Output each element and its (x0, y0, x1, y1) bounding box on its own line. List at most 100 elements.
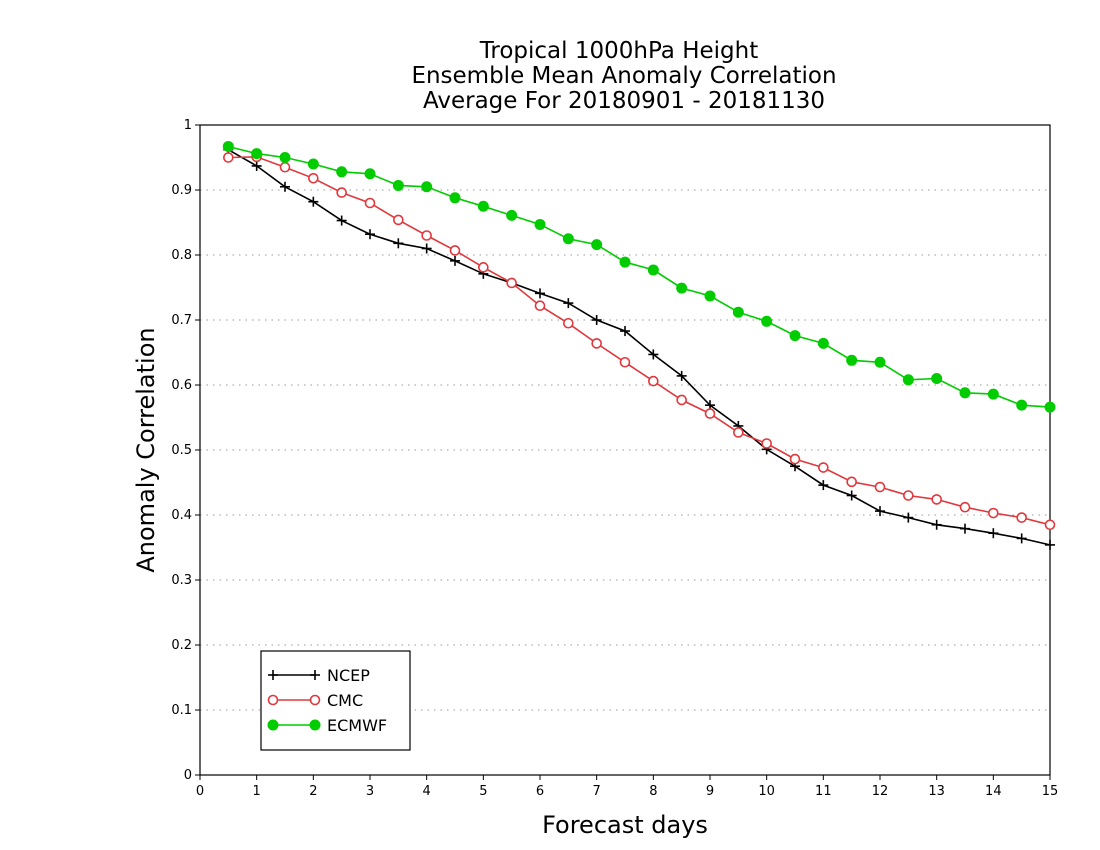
y-tick-label: 0.6 (171, 378, 192, 393)
data-point-ecmwf (676, 282, 688, 294)
legend-marker-ncep (268, 670, 278, 680)
legend: NCEP CMC ECMWF (260, 650, 411, 751)
legend-label-ncep: NCEP (327, 666, 370, 685)
legend-marker-ncep (310, 670, 320, 680)
y-tick-label: 0.4 (171, 508, 192, 523)
data-point-ncep (931, 519, 942, 530)
x-tick-label: 10 (758, 784, 775, 799)
data-point-ncep (620, 326, 630, 337)
chart-title-line-1: Tropical 1000hPa Height (479, 38, 759, 64)
data-point-cmc (449, 245, 461, 256)
legend-entry-ecmwf: ECMWF (267, 716, 387, 735)
x-tick-label: 0 (196, 784, 204, 799)
data-point-cmc (534, 300, 546, 312)
data-point-ecmwf (336, 166, 348, 178)
data-point-ncep (648, 349, 659, 360)
series-ecmwf (222, 140, 1056, 413)
data-point-ecmwf (364, 168, 376, 180)
y-tick-label: 0.7 (171, 313, 192, 328)
data-point-ncep (251, 160, 262, 171)
x-tick-label: 4 (423, 784, 431, 799)
data-point-ecmwf (506, 209, 518, 221)
data-point-cmc (1044, 519, 1056, 531)
data-point-cmc (903, 490, 914, 501)
data-point-ncep (421, 243, 432, 254)
data-point-ncep (308, 196, 319, 207)
data-point-ncep (365, 229, 375, 240)
series-line-ecmwf (228, 145, 1051, 408)
data-point-ecmwf (817, 337, 829, 349)
data-point-cmc (364, 197, 376, 209)
data-point-cmc (619, 356, 631, 368)
x-tick-label: 11 (815, 784, 832, 799)
data-point-cmc (959, 501, 971, 513)
data-point-cmc (846, 476, 857, 488)
data-point-ncep (676, 370, 687, 381)
legend-label-ecmwf: ECMWF (327, 716, 387, 735)
data-point-ncep (1016, 533, 1027, 544)
data-point-cmc (223, 152, 234, 163)
data-point-ncep (875, 506, 885, 517)
data-point-ncep (563, 298, 574, 309)
data-point-ncep (903, 512, 914, 523)
data-point-cmc (648, 375, 659, 387)
data-point-ecmwf (591, 239, 603, 251)
x-tick-label: 7 (593, 784, 601, 799)
data-point-ecmwf (647, 264, 659, 276)
data-point-ecmwf (279, 152, 291, 163)
data-point-cmc (478, 262, 489, 273)
data-point-ecmwf (619, 256, 631, 268)
data-point-ecmwf (987, 388, 999, 400)
data-point-cmc (308, 173, 319, 184)
data-point-ecmwf (222, 140, 234, 152)
data-point-ncep (336, 215, 347, 226)
chart-title: Tropical 1000hPa Height Ensemble Mean An… (411, 38, 836, 114)
data-point-cmc (279, 161, 291, 173)
legend-box (260, 650, 411, 751)
x-tick-label: 12 (872, 784, 889, 799)
data-point-ecmwf (562, 233, 574, 245)
x-tick-label: 15 (1042, 784, 1059, 799)
chart-title-line-3: Average For 20180901 - 20181130 (423, 88, 825, 114)
data-point-ecmwf (449, 192, 461, 204)
x-tick-label: 13 (928, 784, 945, 799)
data-point-ecmwf (534, 218, 546, 230)
data-point-cmc (1016, 512, 1027, 523)
data-point-ecmwf (1016, 399, 1028, 411)
data-point-cmc (676, 394, 687, 406)
data-series (222, 140, 1056, 550)
data-point-ecmwf (902, 374, 914, 386)
data-point-cmc (393, 214, 404, 226)
y-tick-label: 0.5 (171, 443, 192, 458)
legend-marker-cmc (267, 694, 279, 706)
data-point-cmc (818, 462, 829, 473)
data-point-ncep (846, 490, 857, 501)
data-point-ecmwf (959, 387, 971, 399)
legend-entry-ncep: NCEP (268, 666, 370, 685)
data-point-ecmwf (846, 354, 858, 366)
chart-title-line-2: Ensemble Mean Anomaly Correlation (411, 63, 836, 89)
data-point-ecmwf (477, 200, 489, 212)
legend-label-cmc: CMC (327, 691, 363, 710)
data-point-ecmwf (704, 290, 716, 302)
data-point-cmc (988, 507, 999, 519)
legend-marker-cmc (309, 694, 321, 706)
x-tick-label: 5 (479, 784, 487, 799)
data-point-ecmwf (874, 356, 886, 368)
x-tick-label: 2 (309, 784, 317, 799)
y-tick-label: 0 (184, 768, 192, 783)
data-point-cmc (874, 481, 886, 493)
legend-entry-cmc: CMC (267, 691, 363, 710)
data-point-ecmwf (307, 158, 319, 170)
legend-marker-ecmwf (267, 719, 279, 731)
y-tick-label: 0.1 (171, 703, 192, 718)
series-line-ncep (227, 149, 1051, 546)
legend-marker-ecmwf (309, 719, 321, 731)
data-point-cmc (421, 230, 432, 241)
y-tick-label: 0.9 (171, 183, 192, 198)
x-tick-label: 6 (536, 784, 544, 799)
gridlines (200, 189, 1050, 711)
x-tick-label: 1 (253, 784, 261, 799)
data-point-cmc (563, 317, 574, 329)
